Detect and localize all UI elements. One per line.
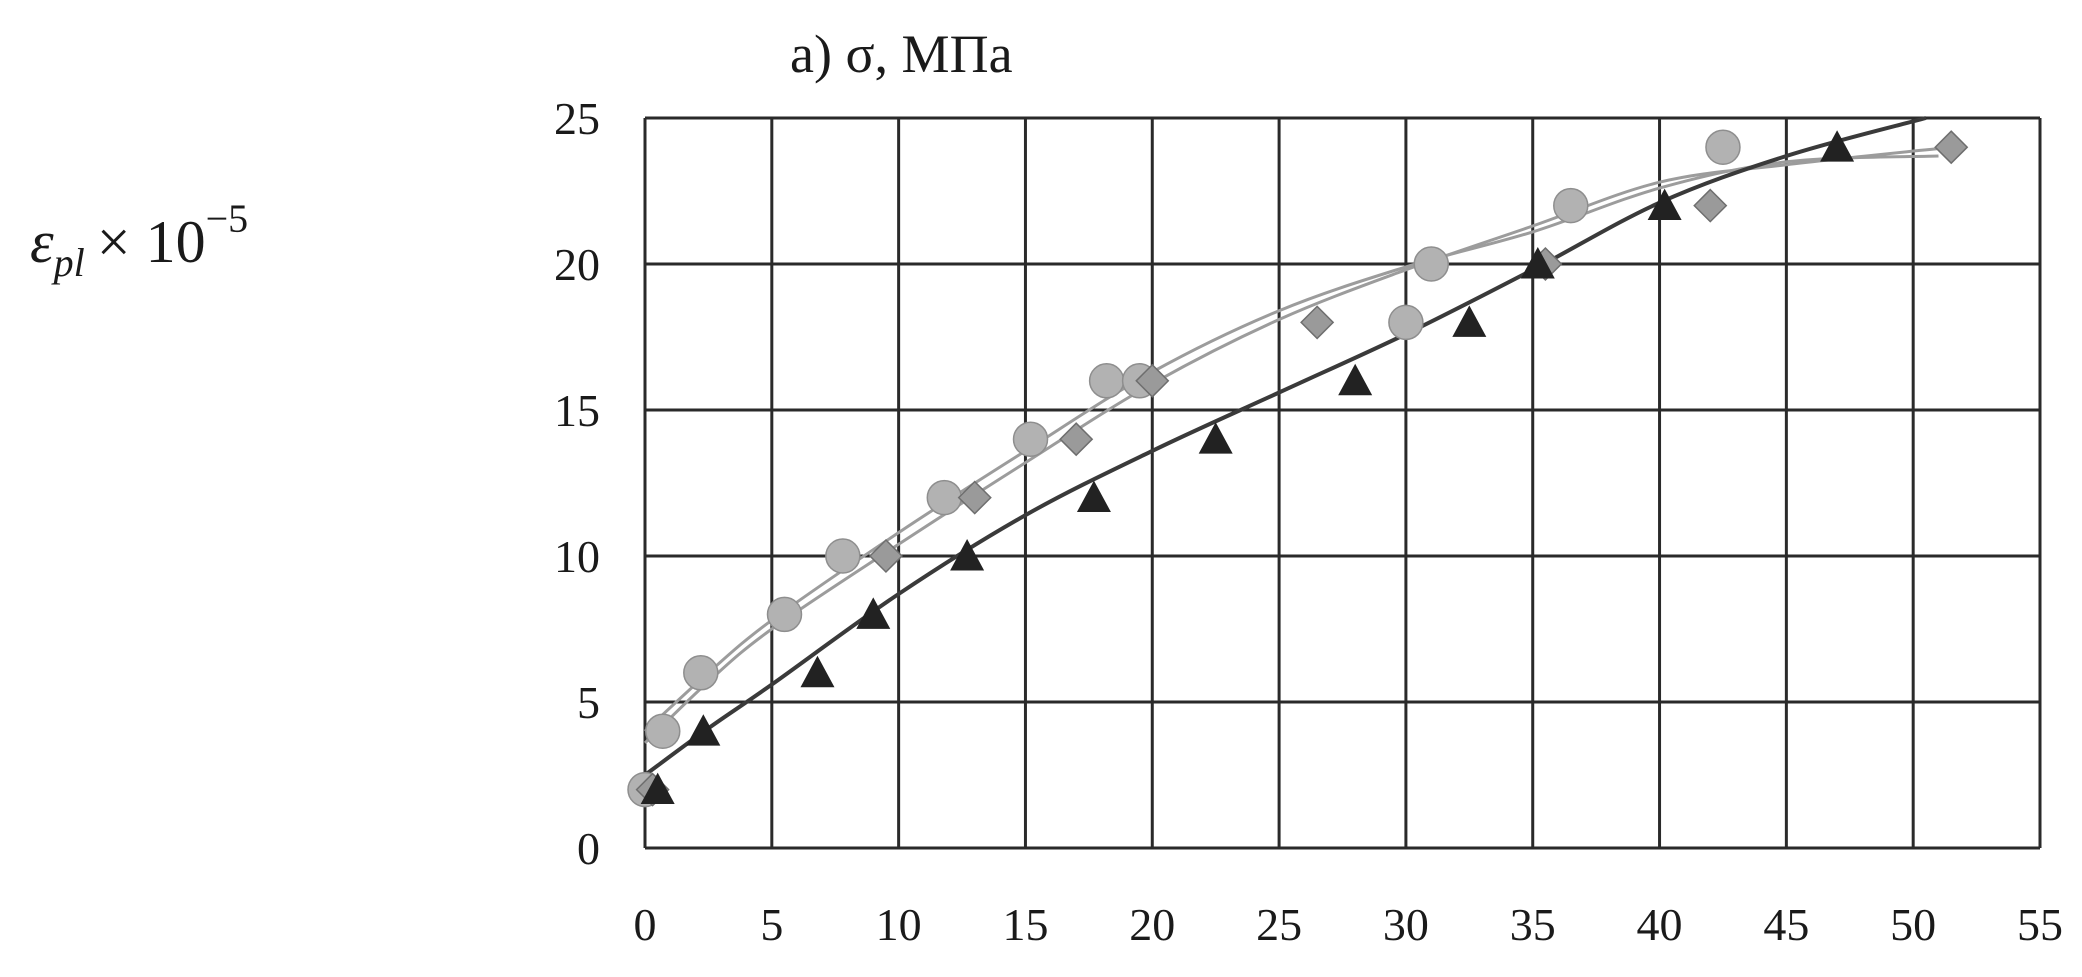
- point-triangle: [686, 714, 721, 746]
- trend-curve-triangle: [643, 116, 1927, 777]
- point-triangle: [640, 772, 675, 805]
- point-circle: [926, 479, 963, 516]
- point-circle: [1413, 246, 1450, 282]
- x-tick-label: 35: [1510, 899, 1556, 950]
- point-triangle: [1452, 305, 1487, 337]
- point-circle: [825, 538, 861, 574]
- point-circle: [766, 596, 803, 633]
- point-triangle: [1647, 188, 1682, 221]
- point-triangle: [800, 655, 835, 688]
- point-circle: [1705, 129, 1741, 165]
- point-triangle: [1338, 363, 1373, 396]
- trend-curve-circle: [643, 154, 1939, 733]
- point-triangle: [1820, 130, 1855, 162]
- trend-curves: [643, 116, 1952, 777]
- point-circle: [683, 655, 719, 691]
- y-tick-label: 15: [554, 385, 600, 436]
- point-diamond: [868, 538, 904, 574]
- x-tick-label: 5: [760, 899, 783, 950]
- x-tick-label: 30: [1383, 899, 1429, 950]
- x-tick-label: 50: [1890, 899, 1936, 950]
- point-circle: [1553, 187, 1589, 224]
- point-diamond: [1693, 188, 1728, 223]
- y-tick-label: 10: [554, 531, 600, 582]
- point-triangle: [1520, 247, 1555, 279]
- point-triangle: [950, 539, 985, 571]
- tick-labels: 0 5 10 15 20 25 30 35 40 45 50 55 0 5 10 15 20 25: [554, 93, 2063, 950]
- trend-curve-diamond: [643, 145, 1952, 744]
- point-diamond: [1300, 305, 1335, 340]
- point-circle: [1388, 304, 1424, 341]
- point-circle: [1088, 363, 1125, 399]
- point-diamond: [1135, 363, 1170, 398]
- y-axis-label-base: ε: [30, 209, 54, 275]
- data-points: [627, 129, 1969, 808]
- point-triangle: [1076, 480, 1111, 513]
- y-tick-label: 20: [554, 239, 600, 290]
- point-triangle: [1198, 422, 1233, 454]
- y-axis-label: εpl × 10−5: [30, 196, 248, 285]
- grid: [643, 116, 2042, 850]
- y-axis-label-sub: pl: [51, 240, 85, 285]
- point-diamond: [1934, 130, 1969, 165]
- y-tick-label: 5: [577, 677, 600, 728]
- x-tick-label: 10: [876, 899, 922, 950]
- x-tick-label: 15: [1002, 899, 1048, 950]
- x-tick-label: 40: [1637, 899, 1683, 950]
- x-tick-label: 20: [1129, 899, 1175, 950]
- chart-title: a) σ, МПа: [790, 24, 1013, 84]
- y-axis-label-sup: −5: [206, 196, 249, 241]
- point-triangle: [856, 597, 891, 629]
- point-diamond: [1059, 422, 1094, 457]
- x-tick-label: 0: [634, 899, 657, 950]
- y-axis-label-times: × 10: [97, 209, 206, 275]
- point-diamond: [957, 480, 992, 515]
- point-circle: [1012, 421, 1049, 457]
- x-tick-label: 45: [1763, 899, 1809, 950]
- x-tick-label: 55: [2017, 899, 2063, 950]
- point-circle: [645, 713, 681, 749]
- y-tick-label: 0: [577, 823, 600, 874]
- y-tick-label: 25: [554, 93, 600, 144]
- x-tick-label: 25: [1256, 899, 1302, 950]
